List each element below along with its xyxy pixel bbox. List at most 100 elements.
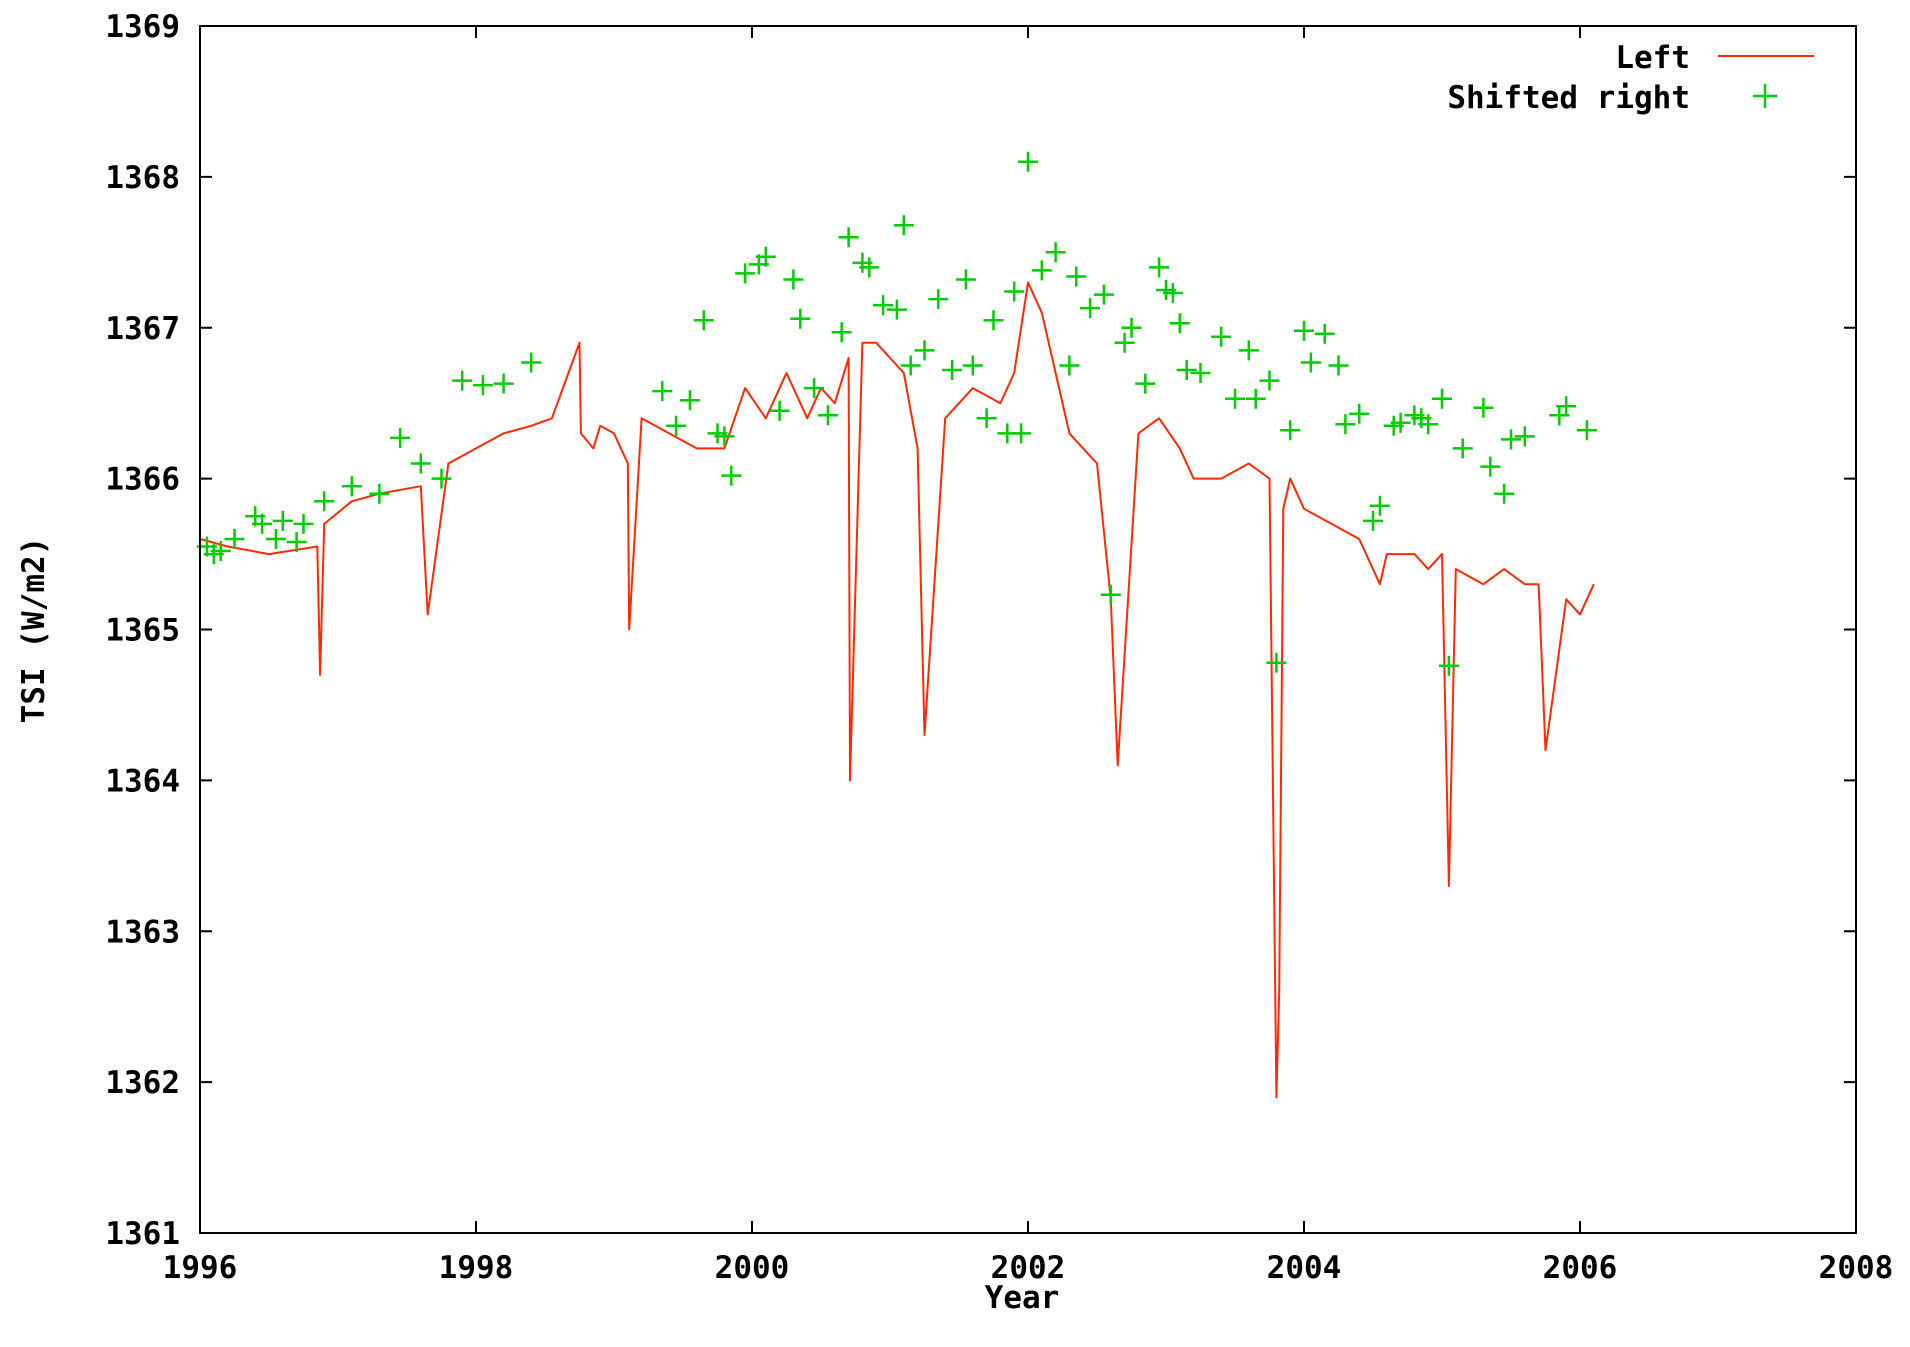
point-shifted-right	[1294, 320, 1314, 341]
point-shifted-right	[314, 491, 335, 512]
point-shifted-right	[831, 322, 852, 343]
point-shifted-right	[1556, 396, 1577, 417]
point-shifted-right	[1438, 655, 1459, 676]
point-shifted-right	[755, 246, 776, 267]
point-shifted-right	[976, 408, 997, 429]
point-shifted-right	[666, 415, 687, 436]
x-tick-label-2002: 2002	[991, 1250, 1066, 1286]
point-shifted-right	[1473, 397, 1494, 418]
point-shifted-right	[1452, 438, 1473, 459]
y-tick-label-1367: 1367	[105, 311, 180, 347]
point-shifted-right	[914, 340, 935, 361]
point-shifted-right	[1514, 426, 1535, 447]
point-shifted-right	[1576, 420, 1597, 441]
point-shifted-right	[1363, 510, 1383, 531]
point-shifted-right	[886, 299, 907, 320]
point-shifted-right	[431, 468, 452, 489]
point-shifted-right	[804, 378, 825, 399]
point-shifted-right	[286, 532, 307, 552]
series-left-line	[199, 281, 1595, 1099]
point-shifted-right	[1280, 420, 1301, 441]
point-shifted-right	[1300, 352, 1321, 373]
point-shifted-right	[1162, 283, 1183, 303]
point-shifted-right	[783, 269, 804, 290]
point-shifted-right	[1480, 456, 1501, 477]
y-tick-label-1365: 1365	[105, 613, 180, 649]
point-shifted-right	[859, 257, 880, 278]
point-shifted-right	[1004, 281, 1025, 302]
point-shifted-right	[265, 529, 286, 549]
point-shifted-right	[1259, 370, 1280, 391]
point-shifted-right	[1314, 323, 1335, 344]
x-tick-label-2004: 2004	[1267, 1250, 1342, 1286]
point-shifted-right	[1066, 266, 1087, 287]
point-shifted-right	[1121, 317, 1142, 338]
legend-swatch-shifted-right	[1753, 84, 1777, 108]
point-shifted-right	[652, 381, 673, 402]
y-tick-label-1368: 1368	[105, 160, 180, 196]
legend: Left Shifted right	[1447, 40, 1814, 116]
legend-label-left: Left	[1615, 40, 1690, 76]
point-shifted-right	[410, 453, 431, 474]
point-shifted-right	[472, 375, 493, 396]
point-shifted-right	[693, 310, 714, 331]
point-shifted-right	[210, 541, 231, 561]
y-tick-label-1364: 1364	[105, 763, 180, 799]
point-shifted-right	[900, 355, 921, 376]
point-shifted-right	[493, 373, 514, 394]
point-shifted-right	[1169, 313, 1190, 334]
point-shifted-right	[928, 289, 949, 310]
point-shifted-right	[893, 215, 914, 236]
point-shifted-right	[1100, 584, 1121, 605]
legend-label-shifted-right: Shifted right	[1447, 80, 1690, 116]
point-shifted-right	[1245, 388, 1266, 409]
point-shifted-right	[838, 227, 859, 248]
point-shifted-right	[369, 483, 390, 504]
point-shifted-right	[1432, 388, 1452, 409]
point-shifted-right	[679, 390, 700, 411]
point-shifted-right	[1176, 360, 1197, 380]
point-shifted-right	[452, 370, 473, 391]
point-shifted-right	[955, 269, 976, 290]
y-tick-label-1361: 1361	[105, 1216, 180, 1252]
point-shifted-right	[1266, 652, 1287, 673]
point-shifted-right	[721, 465, 742, 486]
point-shifted-right	[1135, 373, 1156, 394]
point-shifted-right	[817, 405, 838, 426]
point-shifted-right	[983, 310, 1004, 331]
point-shifted-right	[1225, 388, 1245, 409]
x-tick-label-1998: 1998	[439, 1250, 514, 1286]
point-shifted-right	[790, 308, 811, 329]
point-shifted-right	[1418, 414, 1439, 435]
y-tick-label-1369: 1369	[105, 9, 180, 45]
point-shifted-right	[1031, 260, 1052, 281]
x-tick-label-1996: 1996	[163, 1250, 238, 1286]
point-shifted-right	[1080, 298, 1101, 319]
point-shifted-right	[252, 513, 273, 534]
x-axis-title: Year	[985, 1280, 1060, 1316]
point-shifted-right	[1114, 332, 1135, 353]
y-tick-label-1363: 1363	[105, 914, 180, 950]
y-tick-label-1366: 1366	[105, 462, 180, 498]
point-shifted-right	[272, 510, 293, 531]
x-tick-label-2000: 2000	[715, 1250, 790, 1286]
point-shifted-right	[1501, 429, 1521, 450]
point-shifted-right	[390, 427, 411, 448]
point-shifted-right	[1059, 355, 1080, 376]
point-shifted-right	[1328, 355, 1349, 376]
point-shifted-right	[1494, 483, 1515, 504]
point-shifted-right	[962, 355, 983, 376]
point-shifted-right	[1093, 284, 1114, 305]
point-shifted-right	[1149, 257, 1170, 278]
series-layer	[196, 151, 1597, 1099]
x-axis-ticks: 1996 1998 2000 2002 2004 2006 2008	[163, 26, 1893, 1286]
point-shifted-right	[1018, 151, 1038, 172]
y-axis-ticks: 1361 1362 1363 1364 1365 1366 1367 1368 1369	[105, 9, 1856, 1252]
y-tick-label-1362: 1362	[105, 1065, 180, 1101]
point-shifted-right	[1335, 414, 1356, 435]
point-shifted-right	[341, 476, 362, 497]
point-shifted-right	[714, 426, 735, 447]
point-shifted-right	[293, 513, 314, 534]
